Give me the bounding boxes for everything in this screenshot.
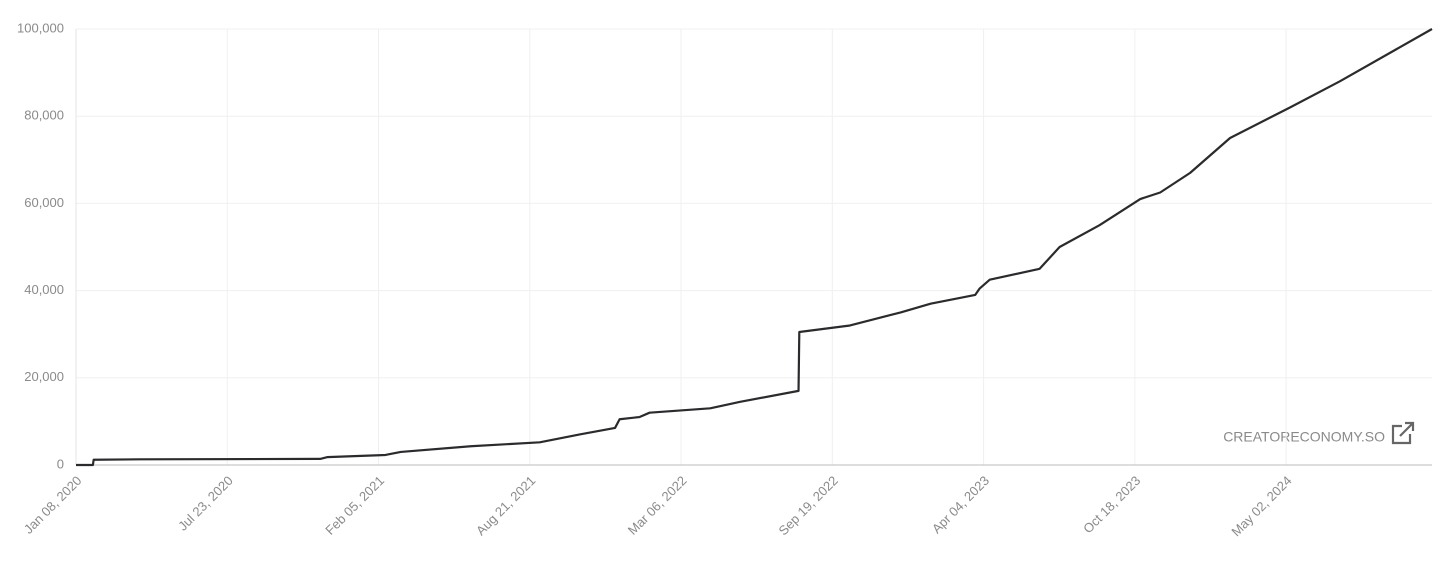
x-tick-label: Feb 05, 2021 <box>322 473 387 538</box>
x-tick-label: Aug 21, 2021 <box>473 473 538 538</box>
y-tick-label: 60,000 <box>24 195 64 210</box>
y-tick-label: 40,000 <box>24 282 64 297</box>
x-tick-label: Jul 23, 2020 <box>175 473 236 534</box>
external-link-icon[interactable] <box>1391 421 1415 445</box>
x-tick-label: Apr 04, 2023 <box>929 473 992 536</box>
x-tick-label: Oct 18, 2023 <box>1080 473 1143 536</box>
watermark: CREATORECONOMY.SO <box>1223 429 1385 445</box>
x-tick-label: Sep 19, 2022 <box>776 473 841 538</box>
icon-box <box>1391 424 1412 445</box>
data-line <box>76 28 1433 467</box>
icon-arrow <box>1399 421 1415 437</box>
y-tick-label: 0 <box>57 456 64 471</box>
y-tick-label: 100,000 <box>17 20 64 35</box>
x-tick-label: Mar 06, 2022 <box>625 473 690 538</box>
x-tick-label: May 02, 2024 <box>1228 473 1294 539</box>
x-tick-label: Jan 08, 2020 <box>21 473 85 537</box>
y-tick-label: 80,000 <box>24 108 64 123</box>
y-tick-label: 20,000 <box>24 369 64 384</box>
